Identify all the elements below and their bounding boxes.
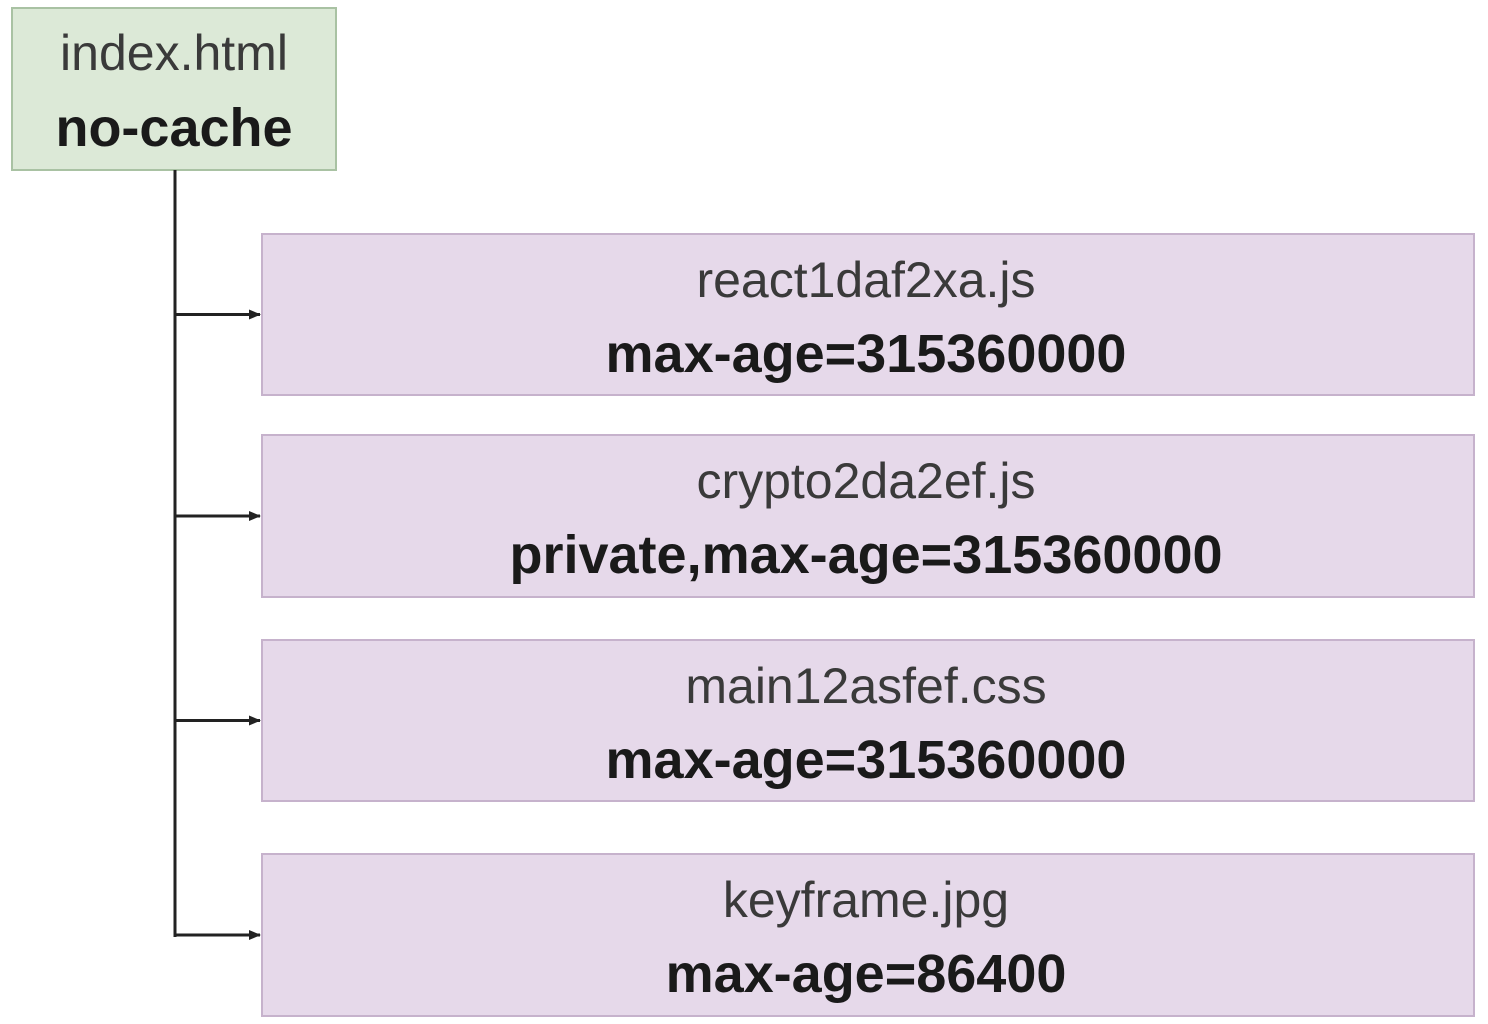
cache-policy: max-age=86400: [666, 944, 1067, 1004]
cache-policy: private,max-age=315360000: [509, 525, 1222, 585]
children: react1daf2xa.js max-age=315360000 crypto2d…: [175, 233, 1475, 1017]
file-box: [261, 434, 1475, 598]
file-box: [261, 639, 1475, 802]
file-name: main12asfef.css: [685, 658, 1046, 714]
file-box: [261, 853, 1475, 1017]
cache-policy: max-age=315360000: [606, 324, 1127, 384]
root-cache: no-cache: [55, 98, 292, 158]
cache-policy: max-age=315360000: [606, 730, 1127, 790]
root-box: [11, 7, 337, 171]
file-box: [261, 233, 1475, 396]
file-name: crypto2da2ef.js: [696, 453, 1035, 509]
file-name: react1daf2xa.js: [696, 252, 1035, 308]
file-name: keyframe.jpg: [723, 872, 1009, 928]
root-label: index.html: [60, 25, 288, 81]
